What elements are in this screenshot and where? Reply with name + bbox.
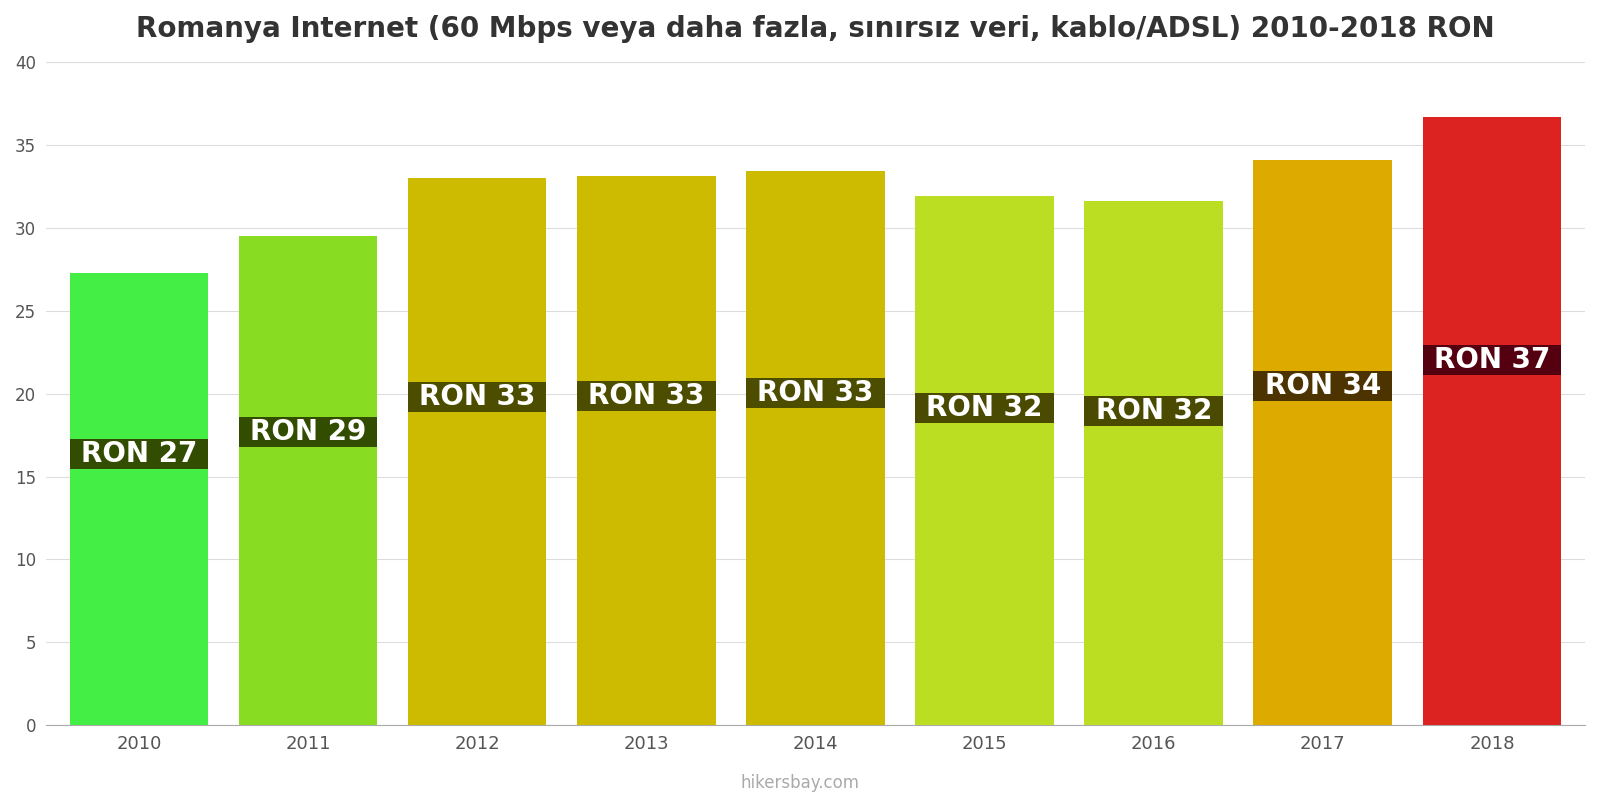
Text: RON 34: RON 34: [1264, 372, 1381, 400]
Bar: [1253, 160, 1392, 726]
Bar: [915, 393, 1054, 423]
Bar: [69, 273, 208, 726]
Bar: [1422, 117, 1562, 726]
Text: RON 33: RON 33: [757, 379, 874, 407]
Bar: [238, 236, 378, 726]
Text: RON 29: RON 29: [250, 418, 366, 446]
Text: RON 32: RON 32: [926, 394, 1043, 422]
Bar: [1085, 202, 1222, 726]
Text: RON 33: RON 33: [419, 383, 536, 411]
Bar: [578, 177, 715, 726]
Text: RON 27: RON 27: [80, 440, 197, 468]
Text: RON 37: RON 37: [1434, 346, 1550, 374]
Title: Romanya Internet (60 Mbps veya daha fazla, sınırsız veri, kablo/ADSL) 2010-2018 : Romanya Internet (60 Mbps veya daha fazl…: [136, 15, 1494, 43]
Bar: [915, 196, 1054, 726]
Bar: [578, 381, 715, 411]
Text: hikersbay.com: hikersbay.com: [741, 774, 859, 792]
Bar: [746, 378, 885, 408]
Text: RON 32: RON 32: [1096, 397, 1211, 425]
Bar: [746, 171, 885, 726]
Bar: [1085, 396, 1222, 426]
Bar: [238, 417, 378, 446]
Bar: [408, 178, 547, 726]
Bar: [1422, 346, 1562, 375]
Bar: [69, 438, 208, 469]
Bar: [408, 382, 547, 412]
Bar: [1253, 371, 1392, 401]
Text: RON 33: RON 33: [589, 382, 704, 410]
